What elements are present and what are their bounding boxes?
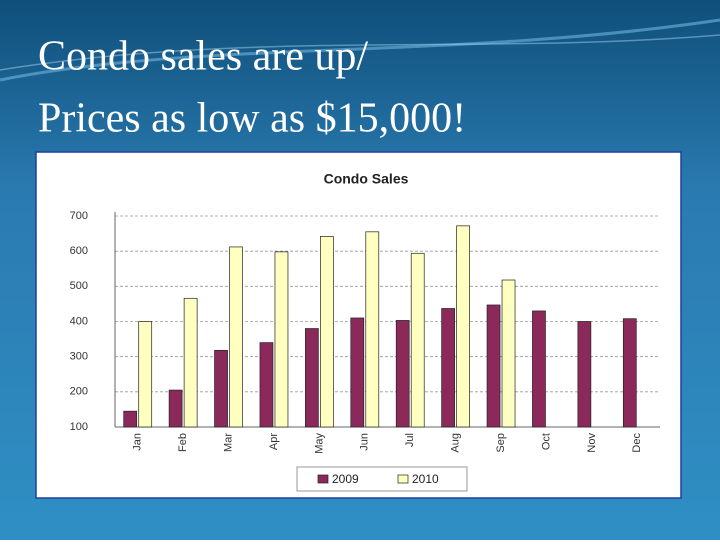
- y-tick-label: 400: [70, 315, 88, 327]
- x-tick-label: Sep: [495, 433, 507, 453]
- x-tick-label: Nov: [586, 433, 598, 453]
- bar: [350, 317, 365, 428]
- bar: [305, 328, 319, 428]
- y-tick-label: 300: [70, 351, 88, 363]
- y-tick-label: 200: [70, 386, 88, 398]
- swoosh: [0, 18, 720, 82]
- y-tick-label: 700: [70, 210, 88, 222]
- x-tick-label: May: [313, 433, 325, 454]
- bar: [532, 310, 546, 428]
- legend-label: 2010: [412, 472, 439, 486]
- legend-swatch: [397, 474, 409, 484]
- swoosh: [0, 34, 720, 71]
- x-tick-label: Aug: [450, 433, 462, 453]
- bar: [395, 320, 410, 428]
- bar: [123, 410, 138, 428]
- y-tick-label: 100: [70, 421, 88, 433]
- bar: [214, 349, 228, 428]
- bar: [441, 308, 455, 428]
- bar: [168, 389, 183, 428]
- bar: [138, 321, 153, 428]
- bar: [365, 231, 380, 428]
- chart-title: Condo Sales: [324, 171, 409, 187]
- slide-title: Condo sales are up/: [38, 34, 368, 80]
- bar: [577, 321, 592, 428]
- bar: [456, 225, 470, 428]
- x-tick-label: Jun: [359, 433, 371, 451]
- bar: [486, 304, 501, 428]
- bar: [320, 236, 334, 428]
- bar: [229, 246, 243, 428]
- legend-label: 2009: [332, 472, 359, 486]
- bar: [259, 342, 274, 428]
- x-tick-label: Feb: [177, 433, 189, 452]
- bar: [410, 252, 425, 428]
- bar: [501, 279, 516, 428]
- x-tick-label: Mar: [222, 433, 234, 452]
- y-tick-label: 500: [70, 280, 88, 292]
- legend-swatch: [317, 474, 329, 484]
- bar: [622, 318, 637, 428]
- x-tick-label: Oct: [540, 433, 552, 450]
- bar: [183, 297, 198, 428]
- slide-title: Prices as low as $15,000!: [38, 96, 466, 142]
- bar: [274, 251, 289, 428]
- y-tick-label: 600: [70, 245, 88, 257]
- x-tick-label: Jul: [404, 433, 416, 447]
- x-tick-label: Apr: [268, 433, 280, 450]
- x-tick-label: Jan: [132, 433, 144, 451]
- x-tick-label: Dec: [631, 433, 643, 453]
